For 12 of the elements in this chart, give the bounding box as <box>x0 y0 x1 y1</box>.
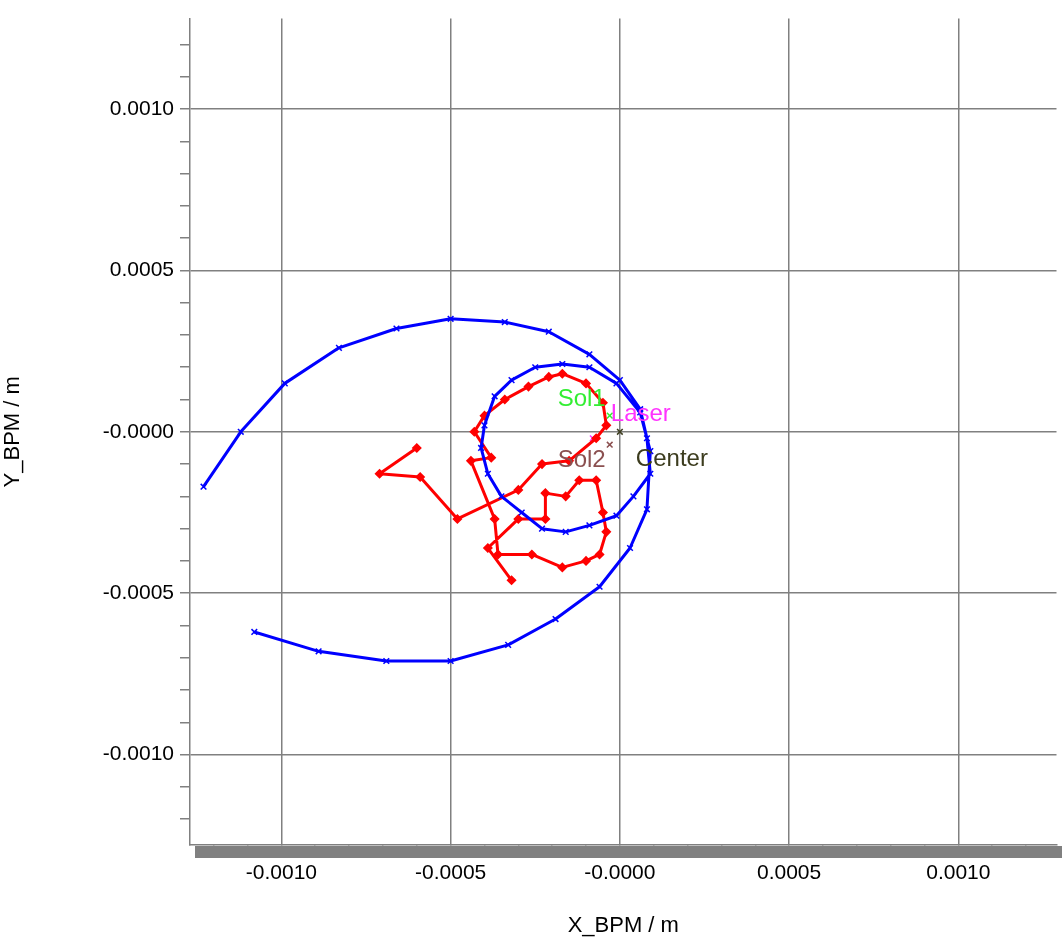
x-tick-label: -0.0010 <box>245 860 318 884</box>
x-tick-label: 0.0005 <box>756 860 822 884</box>
y-tick-label: -0.0000 <box>102 418 174 442</box>
y-tick-label: 0.0005 <box>109 257 174 281</box>
x-tick-label: 0.0010 <box>926 860 991 884</box>
y-axis-title: Y_BPM / m <box>0 376 25 488</box>
y-tick-label: 0.0010 <box>109 95 174 119</box>
y-tick-label: -0.0005 <box>102 580 174 603</box>
x-tick-label: -0.0005 <box>415 860 487 884</box>
x-axis-title: X_BPM / m <box>567 911 679 937</box>
y-tick-label: -0.0010 <box>102 741 174 765</box>
x-tick-label: -0.0000 <box>584 860 656 884</box>
